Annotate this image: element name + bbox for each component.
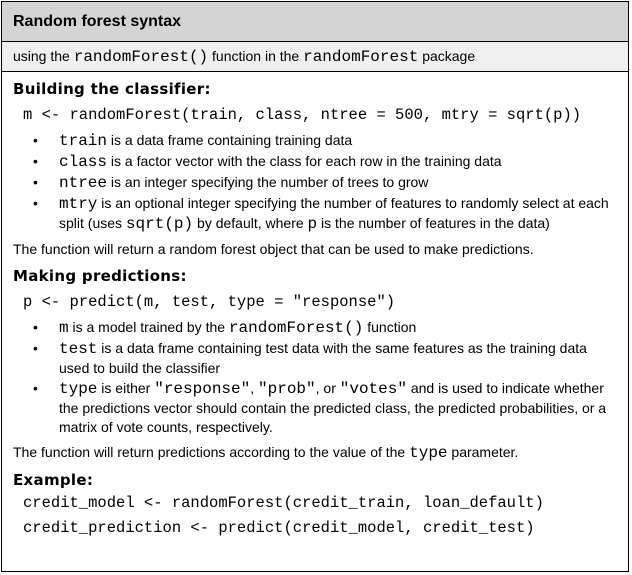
argument-term: type bbox=[59, 380, 98, 398]
inline-code: sqrt(p) bbox=[125, 215, 194, 233]
argument-description: is a factor vector with the class for ea… bbox=[107, 153, 502, 169]
argument-ntree: ntree is an integer specifying the numbe… bbox=[13, 173, 616, 193]
argument-description: , bbox=[250, 380, 259, 396]
example-section: Example: credit_model <- randomForest(cr… bbox=[13, 469, 616, 541]
argument-description: , or bbox=[315, 380, 340, 396]
predicting-arguments: m is a model trained by the randomForest… bbox=[13, 318, 616, 437]
example-code-line-2: credit_prediction <- predict(credit_mode… bbox=[23, 519, 535, 537]
argument-term: ntree bbox=[59, 174, 108, 192]
return-text-1: The function will return predictions acc… bbox=[13, 444, 410, 460]
inline-code: randomForest() bbox=[228, 319, 364, 337]
box-subtitle: using the randomForest() function in the… bbox=[2, 42, 628, 72]
argument-term: test bbox=[59, 340, 98, 358]
argument-train: train is a data frame containing trainin… bbox=[13, 131, 616, 151]
predicting-heading: Making predictions: bbox=[13, 267, 187, 285]
argument-description: and is used to indicate whether the pred… bbox=[59, 380, 607, 435]
argument-description: is the number of features in the data) bbox=[317, 215, 550, 231]
subtitle-package: randomForest bbox=[303, 48, 419, 66]
subtitle-function: randomForest() bbox=[73, 48, 209, 66]
box-content: Building the classifier: m <- randomFore… bbox=[2, 78, 628, 541]
building-arguments: train is a data frame containing trainin… bbox=[13, 131, 616, 234]
predicting-return-text: The function will return predictions acc… bbox=[13, 443, 616, 463]
argument-test: test is a data frame containing test dat… bbox=[13, 339, 616, 378]
argument-description: function bbox=[363, 319, 417, 335]
argument-type: type is either "response", "prob", or "v… bbox=[13, 379, 616, 437]
building-code: m <- randomForest(train, class, ntree = … bbox=[23, 106, 582, 124]
inline-code: "prob" bbox=[258, 380, 316, 398]
subtitle-text-1: using the bbox=[13, 48, 74, 64]
argument-description: is either bbox=[97, 380, 155, 396]
argument-term: m bbox=[59, 319, 69, 337]
argument-description: is a data frame containing test data wit… bbox=[59, 340, 587, 376]
box-title: Random forest syntax bbox=[2, 2, 628, 42]
argument-term: class bbox=[59, 153, 108, 171]
inline-code: type bbox=[409, 444, 448, 462]
argument-description: is an optional integer specifying the nu… bbox=[59, 195, 609, 231]
return-text-2: parameter. bbox=[447, 444, 519, 460]
argument-description: is a data frame containing training data bbox=[107, 132, 353, 148]
argument-m: m is a model trained by the randomForest… bbox=[13, 318, 616, 338]
argument-description: is an integer specifying the number of t… bbox=[107, 174, 429, 190]
example-code-line-1: credit_model <- randomForest(credit_trai… bbox=[23, 494, 544, 512]
argument-term: mtry bbox=[59, 195, 98, 213]
subtitle-text-3: package bbox=[418, 48, 476, 64]
predicting-code: p <- predict(m, test, type = "response") bbox=[23, 293, 396, 311]
inline-code: "response" bbox=[154, 380, 251, 398]
subtitle-text-2: function in the bbox=[208, 48, 304, 64]
argument-description: is a model trained by the bbox=[68, 319, 229, 335]
building-heading: Building the classifier: bbox=[13, 80, 211, 98]
inline-code: "votes" bbox=[339, 380, 407, 398]
argument-term: train bbox=[59, 132, 108, 150]
argument-mtry: mtry is an optional integer specifying t… bbox=[13, 194, 616, 234]
argument-description: by default, where bbox=[193, 215, 308, 231]
building-return-text: The function will return a random forest… bbox=[13, 241, 534, 257]
argument-class: class is a factor vector with the class … bbox=[13, 152, 616, 172]
example-heading: Example: bbox=[13, 471, 94, 489]
inline-code: p bbox=[307, 215, 318, 233]
